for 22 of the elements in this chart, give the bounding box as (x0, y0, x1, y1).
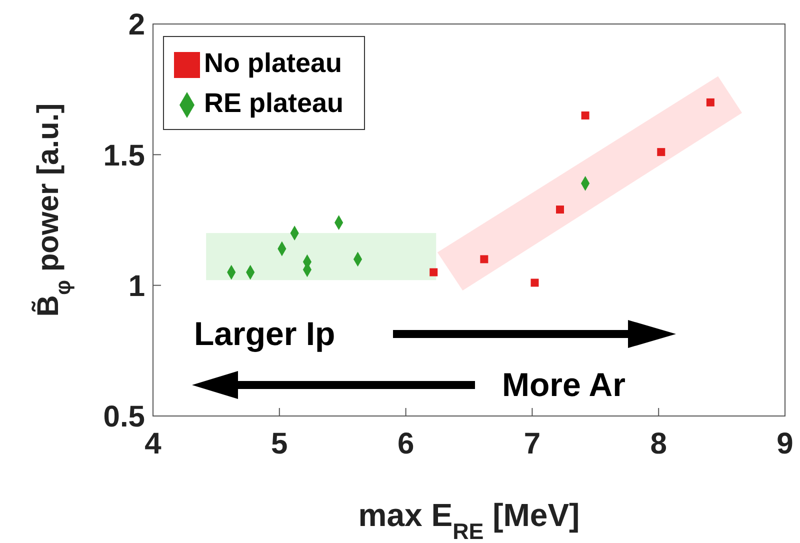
y-tick-label: 2 (128, 8, 145, 42)
point (706, 98, 714, 106)
point (480, 255, 488, 264)
point (581, 111, 590, 120)
x-tick-label: 5 (271, 427, 288, 460)
x-tick-label: 9 (776, 427, 794, 460)
y-tick-label: 1 (128, 270, 145, 303)
x-axis-title: max E$_{RE}$ [MeV] (358, 497, 580, 543)
legend-label: RE plateau (204, 88, 344, 118)
annotation: Larger Ip (194, 315, 336, 352)
x-tick-label: 4 (144, 427, 162, 460)
legend-label: No plateau (204, 48, 342, 78)
annotation: More Ar (502, 366, 626, 403)
x-tick-label: 7 (524, 427, 541, 460)
point (530, 278, 539, 287)
y-tick-label: 1.5 (103, 139, 145, 172)
point (430, 268, 438, 276)
y-tick-label: 0.5 (103, 400, 145, 434)
x-tick-label: 6 (397, 427, 414, 460)
x-tick-label: 8 (650, 427, 667, 460)
point (556, 206, 564, 214)
point (657, 148, 666, 156)
